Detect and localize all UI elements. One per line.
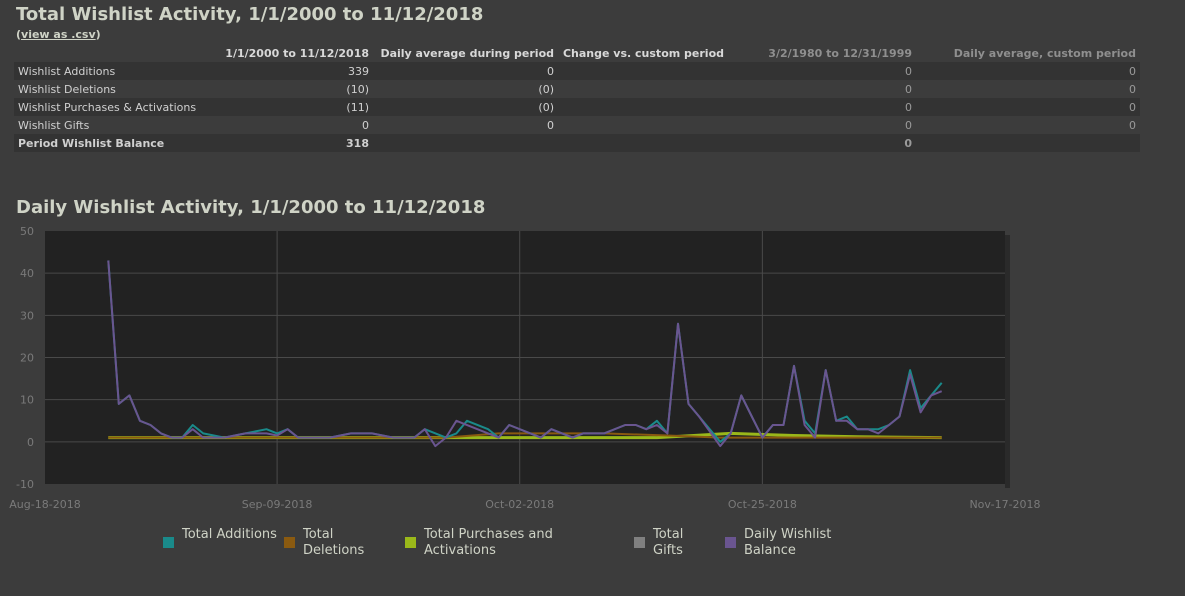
- cell-custom: 0: [905, 118, 912, 132]
- cell-custom: 0: [905, 82, 912, 96]
- x-tick-label: Oct-02-2018: [485, 498, 554, 511]
- header-custom-period: 3/2/1980 to 12/31/1999: [768, 46, 912, 60]
- summary-header-row: 1/1/2000 to 11/12/2018 Daily average dur…: [14, 44, 1140, 62]
- cell-period: (10): [346, 82, 369, 96]
- x-tick-label: Oct-25-2018: [728, 498, 797, 511]
- row-label: Period Wishlist Balance: [14, 134, 204, 152]
- legend-swatch-purchases: [405, 537, 416, 548]
- table-row-balance: Period Wishlist Balance 318 0: [14, 134, 1140, 152]
- y-tick-label: 30: [20, 309, 34, 322]
- cell-period: 339: [204, 62, 373, 80]
- table-row: Wishlist Additions 339 0 0 0: [14, 62, 1140, 80]
- daily-activity-chart: -10 0 10 20 30 40 50 Aug-18-2018 Sep-09-2018 Oct-…: [9, 225, 1040, 511]
- y-tick-label: 40: [20, 267, 34, 280]
- table-row: Wishlist Deletions (10) (0) 0 0: [14, 80, 1140, 98]
- cell-change: [558, 98, 728, 116]
- legend-balance[interactable]: Daily Wishlist Balance: [744, 527, 832, 558]
- cell-period: (11): [204, 98, 373, 116]
- chart-title: Daily Wishlist Activity, 1/1/2000 to 11/…: [16, 197, 486, 218]
- y-tick-label: 20: [20, 352, 34, 365]
- row-label: Wishlist Deletions: [18, 82, 116, 96]
- y-tick-label: 0: [27, 436, 34, 449]
- cell-daily-avg: 0: [373, 62, 558, 80]
- header-custom-avg: Daily average, custom period: [953, 46, 1136, 60]
- table-row: Wishlist Purchases & Activations (11) (0…: [14, 98, 1140, 116]
- y-tick-label: 10: [20, 394, 34, 407]
- cell-custom: 0: [728, 98, 916, 116]
- cell-change: [558, 116, 728, 134]
- legend-purchases[interactable]: Total Purchases and Activations: [424, 527, 553, 558]
- x-tick-label: Sep-09-2018: [242, 498, 313, 511]
- row-label: Wishlist Gifts: [18, 118, 90, 132]
- csv-paren-open: (: [16, 28, 22, 41]
- legend-additions[interactable]: Total Additions: [182, 527, 277, 542]
- view-csv-link[interactable]: view as .csv: [21, 28, 96, 41]
- legend-gifts[interactable]: Total Gifts: [653, 527, 684, 558]
- cell-custom-avg: 0: [1129, 118, 1136, 132]
- cell-custom-avg: 0: [1129, 82, 1136, 96]
- cell-period: 318: [204, 134, 373, 152]
- legend-swatch-additions: [163, 537, 174, 548]
- header-daily-avg: Daily average during period: [380, 46, 554, 60]
- summary-table: 1/1/2000 to 11/12/2018 Daily average dur…: [14, 44, 1140, 152]
- cell-daily-avg: 0: [547, 118, 554, 132]
- legend-deletions[interactable]: Total Deletions: [303, 527, 365, 558]
- cell-custom-avg: 0: [916, 98, 1140, 116]
- cell-change: [558, 80, 728, 98]
- header-period: 1/1/2000 to 11/12/2018: [225, 46, 369, 60]
- csv-paren-close: ): [95, 28, 101, 41]
- cell-daily-avg: [373, 134, 558, 152]
- cell-period: 0: [362, 118, 369, 132]
- legend-swatch-gifts: [634, 537, 645, 548]
- cell-daily-avg: (0): [538, 82, 554, 96]
- cell-custom: 0: [728, 134, 916, 152]
- cell-change: [558, 134, 728, 152]
- summary-title: Total Wishlist Activity, 1/1/2000 to 11/…: [16, 4, 484, 25]
- legend-swatch-balance: [725, 537, 736, 548]
- cell-daily-avg: (0): [373, 98, 558, 116]
- cell-custom-avg: [916, 134, 1140, 152]
- x-tick-label: Nov-17-2018: [969, 498, 1040, 511]
- cell-custom: 0: [728, 62, 916, 80]
- row-label: Wishlist Purchases & Activations: [14, 98, 204, 116]
- legend-swatch-deletions: [284, 537, 295, 548]
- y-tick-label: 50: [20, 225, 34, 238]
- cell-custom-avg: 0: [916, 62, 1140, 80]
- plot-shadow: [1005, 235, 1010, 488]
- header-label-cell: [14, 44, 204, 62]
- y-tick-label: -10: [16, 478, 34, 491]
- row-label: Wishlist Additions: [14, 62, 204, 80]
- cell-change: [558, 62, 728, 80]
- x-tick-label: Aug-18-2018: [9, 498, 80, 511]
- table-row: Wishlist Gifts 0 0 0 0: [14, 116, 1140, 134]
- series-line-balance: [107, 260, 943, 448]
- header-change: Change vs. custom period: [562, 46, 724, 60]
- csv-link-wrapper: (view as .csv): [16, 28, 101, 41]
